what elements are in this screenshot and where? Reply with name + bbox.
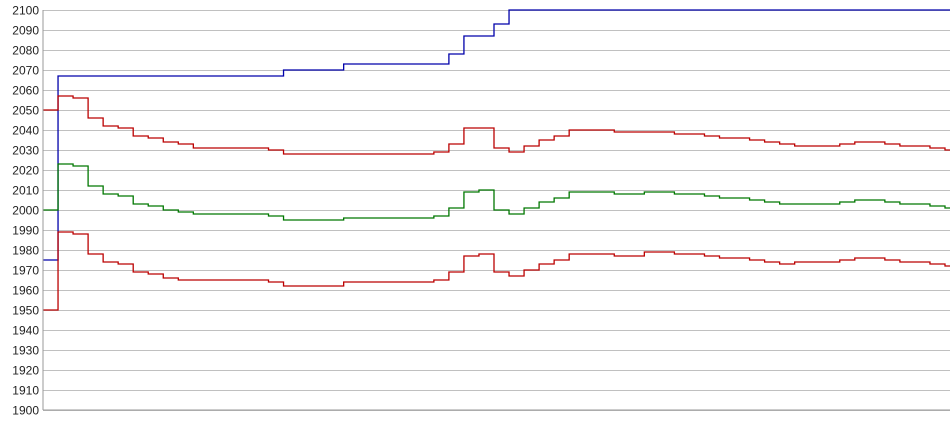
series-line-3 [43, 231, 950, 311]
y-tick-label: 2050 [12, 104, 39, 118]
series-line-1 [43, 95, 950, 155]
grid [43, 10, 950, 411]
y-tick-label: 2020 [12, 164, 39, 178]
y-tick-label: 1900 [12, 404, 39, 418]
series-group [43, 9, 950, 311]
y-tick-label: 1990 [12, 224, 39, 238]
series-line-0 [43, 9, 950, 261]
y-tick-label: 2060 [12, 84, 39, 98]
y-tick-label: 1980 [12, 244, 39, 258]
y-axis: 1900 1910 1920 1930 1940 1950 1960 1970 1980 1990… [12, 4, 39, 418]
y-tick-label: 1920 [12, 364, 39, 378]
y-tick-label: 2080 [12, 44, 39, 58]
y-tick-label: 2100 [12, 4, 39, 18]
y-tick-label: 2010 [12, 184, 39, 198]
y-tick-label: 1940 [12, 324, 39, 338]
y-tick-label: 2090 [12, 24, 39, 38]
y-tick-label: 1960 [12, 284, 39, 298]
y-tick-label: 1910 [12, 384, 39, 398]
y-tick-label: 2000 [12, 204, 39, 218]
y-tick-label: 1950 [12, 304, 39, 318]
series-line-2 [43, 163, 950, 221]
y-tick-label: 1970 [12, 264, 39, 278]
y-tick-label: 1930 [12, 344, 39, 358]
y-tick-label: 2030 [12, 144, 39, 158]
y-tick-label: 2070 [12, 64, 39, 78]
y-tick-label: 2040 [12, 124, 39, 138]
